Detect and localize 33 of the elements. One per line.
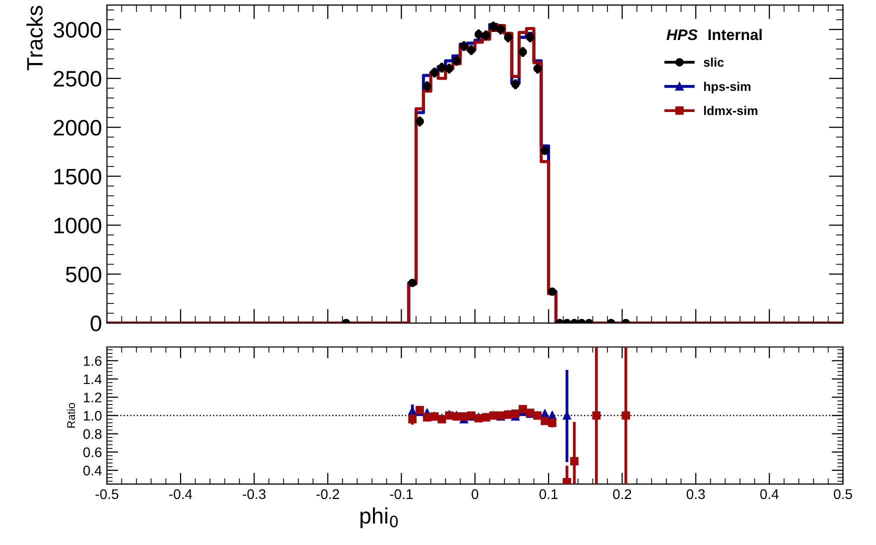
y-tick-label: 2500 xyxy=(54,70,102,87)
y-tick-label: 1.6 xyxy=(84,356,102,366)
y-tick-label: 0.8 xyxy=(83,429,102,439)
y-tick-label: 0 xyxy=(90,316,102,332)
y-tick-label: 1.4 xyxy=(84,374,102,384)
annotation: HPS xyxy=(666,29,698,40)
y-tick-label: 1500 xyxy=(54,168,102,185)
y-tick-label: 1000 xyxy=(54,218,102,234)
x-tick-label: 0 xyxy=(472,489,478,500)
x-axis-title: phi$_{0}$ xyxy=(360,507,398,528)
x-tick-label: 0.4 xyxy=(760,489,779,500)
y-axis-title: Ratio xyxy=(66,403,76,428)
legend-label: ldmx-sim xyxy=(704,106,758,116)
y-tick-label: 0.4 xyxy=(83,466,102,476)
y-axis-title: Tracks xyxy=(26,6,43,70)
x-tick-label: 0.3 xyxy=(686,489,705,500)
x-tick-label: -0.5 xyxy=(96,489,118,500)
x-tick-label: 0.1 xyxy=(539,489,558,500)
y-tick-label: 1.2 xyxy=(84,392,102,402)
y-tick-label: 500 xyxy=(66,266,102,282)
annotation: Internal xyxy=(708,28,762,40)
y-tick-label: 2000 xyxy=(54,120,102,136)
x-tick-label: 0.2 xyxy=(613,489,632,500)
y-tick-label: 3000 xyxy=(54,22,102,38)
x-tick-label: 0.5 xyxy=(834,489,852,500)
x-tick-label: -0.1 xyxy=(390,489,413,500)
legend-label: slic xyxy=(704,58,724,67)
legend-label: hps-sim xyxy=(704,82,750,94)
y-tick-label: 0.6 xyxy=(83,447,102,458)
x-tick-label: -0.3 xyxy=(242,489,266,500)
y-tick-label: 1.0 xyxy=(84,410,102,421)
x-tick-label: -0.2 xyxy=(316,489,340,500)
x-tick-label: -0.4 xyxy=(169,489,192,500)
